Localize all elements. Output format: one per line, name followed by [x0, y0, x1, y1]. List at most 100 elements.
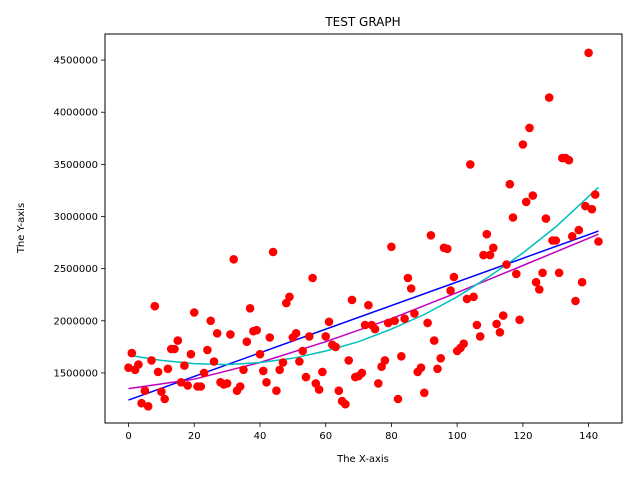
data-point: [265, 333, 275, 342]
data-point: [370, 324, 380, 334]
x-tick-label: 140: [579, 431, 598, 442]
data-point: [400, 314, 409, 324]
y-tick-label: 1500000: [53, 368, 98, 379]
data-point: [594, 237, 603, 246]
data-point: [416, 363, 426, 373]
data-point: [433, 364, 442, 374]
data-point: [255, 349, 265, 359]
data-point: [143, 402, 153, 411]
data-point: [226, 330, 235, 339]
data-point: [423, 318, 432, 328]
data-point: [298, 346, 308, 356]
data-point: [163, 364, 173, 374]
data-point: [584, 48, 593, 58]
data-point: [406, 284, 416, 293]
data-point: [502, 260, 511, 269]
data-point: [170, 344, 179, 354]
data-point: [140, 386, 150, 396]
y-tick-label: 4500000: [53, 56, 98, 67]
data-point: [203, 345, 212, 355]
data-point: [449, 272, 459, 282]
data-point: [360, 320, 370, 330]
quadratic-fit-line: [128, 186, 600, 366]
data-point: [186, 349, 196, 359]
data-point: [443, 244, 452, 254]
data-point: [380, 356, 390, 365]
data-point: [364, 300, 373, 310]
data-point: [245, 304, 255, 313]
data-point: [492, 319, 501, 329]
data-point: [344, 356, 354, 365]
data-point: [446, 286, 455, 295]
x-tick-label: 100: [448, 431, 467, 442]
data-point: [383, 318, 393, 328]
data-point: [387, 242, 396, 252]
data-point: [268, 247, 278, 257]
data-point: [436, 354, 446, 363]
data-point: [479, 250, 488, 260]
data-point: [173, 336, 183, 345]
data-point: [321, 332, 331, 341]
data-point: [137, 398, 146, 408]
x-axis-ticks: 0 20 40 60 80 100 120 140: [125, 423, 598, 442]
data-point: [189, 308, 199, 317]
data-point: [301, 372, 311, 382]
data-point: [571, 296, 580, 306]
y-tick-label: 2500000: [53, 264, 98, 275]
data-point: [577, 277, 587, 287]
data-point: [489, 243, 498, 253]
x-tick-label: 120: [513, 431, 532, 442]
data-point: [176, 378, 186, 387]
data-point: [147, 356, 156, 365]
data-point: [429, 336, 439, 345]
data-point: [485, 250, 495, 260]
data-point: [229, 254, 238, 264]
data-point: [587, 204, 597, 214]
data-point: [564, 155, 574, 165]
data-point: [239, 365, 248, 375]
y-tick-label: 4000000: [53, 108, 98, 119]
data-point: [262, 378, 271, 387]
data-point: [212, 329, 222, 338]
x-axis-label: The X-axis: [336, 454, 389, 465]
x-tick-label: 60: [319, 431, 332, 442]
data-point: [259, 366, 268, 376]
data-point: [285, 292, 294, 302]
data-point: [505, 179, 515, 189]
data-point: [331, 342, 340, 352]
data-point: [183, 381, 192, 390]
data-point: [295, 357, 304, 366]
data-point: [305, 332, 314, 341]
data-point: [512, 269, 521, 279]
data-point: [390, 316, 400, 326]
data-point: [242, 337, 252, 347]
data-point: [272, 386, 281, 396]
y-tick-label: 3500000: [53, 160, 98, 171]
data-point: [515, 315, 524, 325]
y-axis-label: The Y-axis: [16, 203, 27, 254]
data-point: [535, 285, 544, 294]
data-point: [462, 294, 472, 304]
data-point: [318, 367, 327, 377]
data-point: [426, 231, 436, 240]
y-tick-label: 3000000: [53, 212, 98, 223]
data-point: [410, 309, 419, 318]
data-point: [124, 363, 133, 373]
data-point: [397, 352, 406, 361]
data-point: [278, 358, 288, 367]
data-point: [324, 317, 334, 327]
data-point: [574, 225, 584, 235]
plot-area: [124, 48, 603, 411]
data-point: [403, 273, 413, 283]
data-point: [472, 320, 482, 330]
x-tick-label: 20: [188, 431, 201, 442]
data-point: [475, 332, 485, 341]
x-tick-label: 0: [125, 431, 131, 442]
data-point: [153, 367, 163, 377]
data-point: [377, 362, 386, 372]
data-point: [180, 361, 189, 370]
data-point: [420, 388, 429, 398]
data-point: [291, 329, 301, 338]
